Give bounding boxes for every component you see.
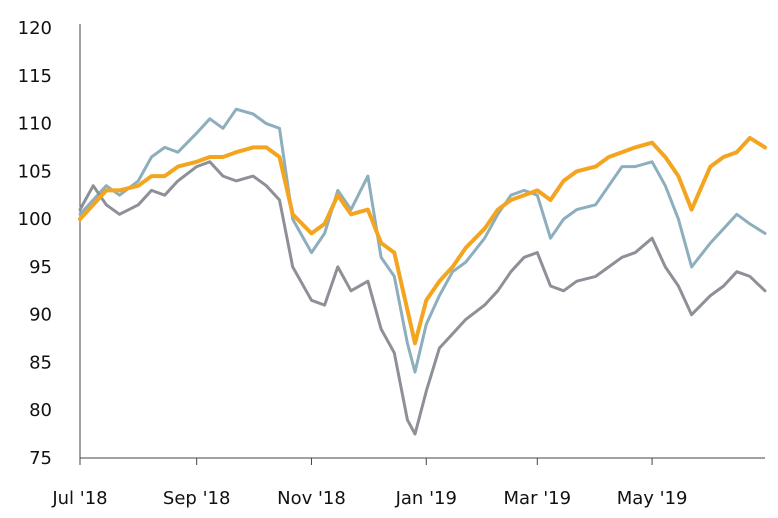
x-tick-label: Jul '18 (51, 488, 107, 509)
y-tick-label: 110 (18, 114, 52, 135)
x-axis: Jul '18 Sep '18 Nov '18 Jan '19 Mar '19 May '… (51, 457, 765, 509)
y-tick-label: 85 (29, 352, 52, 373)
x-tick-label: Sep '18 (163, 488, 231, 509)
series-line-2 (78, 160, 767, 436)
x-tick-label: Jan '19 (395, 488, 457, 509)
series-line-1 (78, 107, 767, 374)
y-tick-label: 75 (29, 448, 52, 469)
y-tick-label: 115 (18, 66, 52, 87)
x-tick-label: May '19 (617, 488, 688, 509)
series-line-3 (78, 135, 767, 346)
y-axis: 75 80 85 90 95 100 105 110 115 120 (18, 18, 81, 469)
y-tick-label: 80 (29, 400, 52, 421)
y-tick-label: 105 (18, 161, 52, 182)
series-layer (78, 107, 767, 436)
x-tick-label: Mar '19 (504, 488, 572, 509)
y-tick-label: 90 (29, 305, 52, 326)
y-tick-label: 120 (18, 18, 52, 39)
y-tick-label: 100 (18, 209, 52, 230)
x-tick-label: Nov '18 (277, 488, 346, 509)
y-tick-label: 95 (29, 257, 52, 278)
